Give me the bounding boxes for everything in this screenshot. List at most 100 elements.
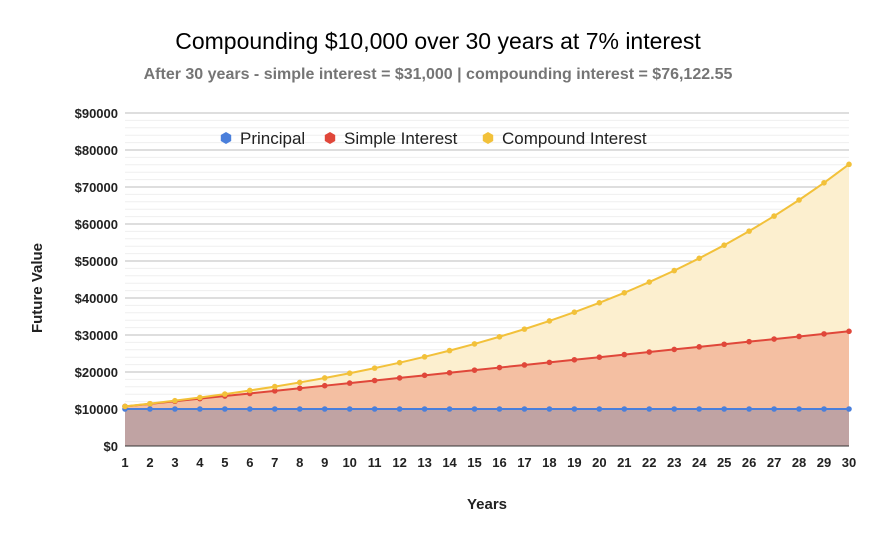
x-tick-label: 25 <box>717 455 731 470</box>
point-simple-interest <box>321 382 328 389</box>
point-principal <box>271 406 278 412</box>
point-principal <box>471 406 478 412</box>
point-principal <box>571 406 578 412</box>
point-principal <box>247 406 253 412</box>
point-compound-interest <box>446 347 453 354</box>
point-simple-interest <box>471 367 478 373</box>
point-compound-interest <box>696 255 703 262</box>
point-simple-interest <box>346 380 353 386</box>
y-tick-label: $60000 <box>75 217 118 232</box>
y-tick-label: $20000 <box>75 365 118 380</box>
x-tick-label: 18 <box>542 455 556 470</box>
point-compound-interest <box>596 300 603 306</box>
chart-title: Compounding $10,000 over 30 years at 7% … <box>175 28 701 54</box>
point-simple-interest <box>821 331 827 337</box>
point-compound-interest <box>671 267 678 274</box>
point-compound-interest <box>346 370 353 377</box>
x-tick-label: 4 <box>196 455 204 470</box>
y-tick-label: $90000 <box>75 106 118 121</box>
x-tick-label: 12 <box>392 455 406 470</box>
x-tick-label: 27 <box>767 455 781 470</box>
point-principal <box>771 406 777 412</box>
point-compound-interest <box>771 213 777 219</box>
x-tick-label: 6 <box>246 455 253 470</box>
point-simple-interest <box>596 354 603 361</box>
point-compound-interest <box>271 383 278 390</box>
x-tick-label: 9 <box>321 455 328 470</box>
x-tick-label: 30 <box>842 455 856 470</box>
point-simple-interest <box>371 377 378 384</box>
x-tick-label: 8 <box>296 455 303 470</box>
x-tick-label: 13 <box>417 455 431 470</box>
x-tick-label: 21 <box>617 455 631 470</box>
point-compound-interest <box>321 375 328 381</box>
legend-marker-simple-interest <box>324 132 336 144</box>
point-principal <box>321 406 328 412</box>
x-tick-label: 19 <box>567 455 581 470</box>
point-principal <box>222 406 228 412</box>
point-principal <box>147 406 153 412</box>
legend-label: Compound Interest <box>502 129 647 148</box>
point-compound-interest <box>496 333 503 340</box>
point-compound-interest <box>371 365 378 371</box>
y-tick-label: $40000 <box>75 291 118 306</box>
x-tick-label: 22 <box>642 455 656 470</box>
x-tick-label: 3 <box>171 455 178 470</box>
x-tick-label: 5 <box>221 455 228 470</box>
point-compound-interest <box>197 394 203 401</box>
x-tick-label: 24 <box>692 455 707 470</box>
point-simple-interest <box>721 341 727 348</box>
area-principal <box>125 409 849 446</box>
y-axis-label: Future Value <box>29 243 46 333</box>
point-compound-interest <box>222 391 228 397</box>
y-tick-label: $30000 <box>75 328 118 343</box>
point-principal <box>371 406 378 412</box>
point-compound-interest <box>796 197 802 203</box>
point-simple-interest <box>421 372 428 379</box>
x-tick-label: 26 <box>742 455 756 470</box>
point-principal <box>546 406 553 412</box>
point-simple-interest <box>696 344 703 350</box>
x-tick-label: 1 <box>121 455 128 470</box>
point-principal <box>646 406 653 412</box>
y-tick-label: $0 <box>104 439 118 454</box>
point-principal <box>746 406 752 412</box>
point-principal <box>596 406 603 412</box>
x-axis-label: Years <box>467 496 507 513</box>
point-simple-interest <box>771 336 777 342</box>
chart-subtitle: After 30 years - simple interest = $31,0… <box>143 66 733 83</box>
point-principal <box>521 406 528 412</box>
y-tick-label: $70000 <box>75 180 118 195</box>
legend-label: Principal <box>240 129 305 148</box>
point-simple-interest <box>571 356 578 363</box>
point-compound-interest <box>296 379 303 386</box>
x-tick-label: 14 <box>442 455 457 470</box>
point-simple-interest <box>796 333 802 340</box>
line-simple-interest <box>124 330 850 408</box>
point-simple-interest <box>296 385 303 392</box>
point-principal <box>696 406 703 412</box>
point-principal <box>396 406 403 412</box>
point-principal <box>821 406 827 412</box>
point-compound-interest <box>247 387 253 394</box>
point-principal <box>346 406 353 412</box>
point-compound-interest <box>721 242 727 248</box>
x-tick-label: 20 <box>592 455 606 470</box>
x-tick-label: 7 <box>271 455 278 470</box>
point-principal <box>421 406 428 412</box>
y-tick-label: $10000 <box>75 402 118 417</box>
point-compound-interest <box>646 279 653 285</box>
line-compound-interest <box>124 163 850 408</box>
point-principal <box>796 406 802 412</box>
legend-marker-principal <box>220 132 232 144</box>
point-compound-interest <box>147 400 153 407</box>
point-compound-interest <box>421 354 428 360</box>
point-compound-interest <box>122 403 128 410</box>
x-tick-label: 17 <box>517 455 531 470</box>
point-simple-interest <box>271 388 278 394</box>
point-principal <box>172 406 178 412</box>
x-tick-label: 10 <box>342 455 356 470</box>
x-tick-label: 11 <box>368 455 382 470</box>
legend-label: Simple Interest <box>344 129 458 148</box>
